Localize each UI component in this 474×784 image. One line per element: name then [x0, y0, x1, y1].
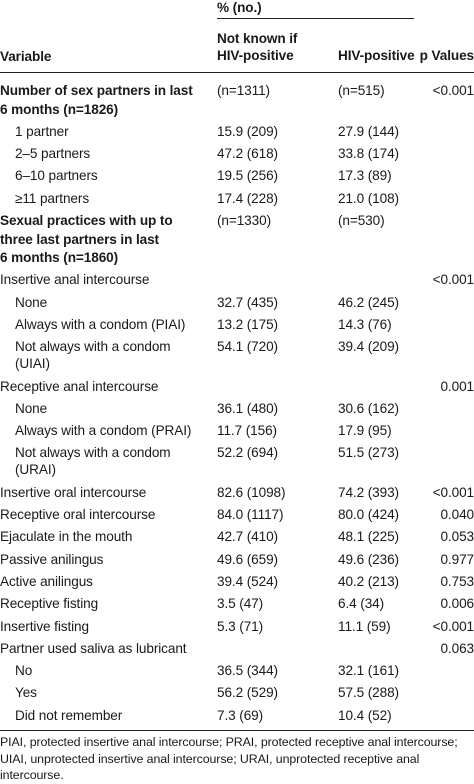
row-label: (URAI)	[15, 462, 56, 478]
col2-value: (n=530)	[338, 213, 385, 228]
col2-value: 40.2 (213)	[338, 573, 399, 589]
row-label: Yes	[15, 685, 37, 701]
col1-value: 52.2 (694)	[217, 445, 278, 461]
col2-value: 17.3 (89)	[338, 168, 392, 184]
col2-value: 10.4 (52)	[338, 707, 392, 723]
p-value: 0.063	[440, 640, 474, 656]
p-value: <0.001	[432, 618, 474, 634]
col2-value: 51.5 (273)	[338, 445, 399, 461]
column-group-header: % (no.)	[217, 0, 262, 15]
row-label: Insertive fisting	[0, 618, 89, 634]
header-bottom-rule	[0, 72, 474, 73]
p-value: <0.001	[432, 83, 474, 98]
row-label: Passive anilingus	[0, 551, 104, 567]
row-label: ≥11 partners	[15, 190, 90, 206]
col2-value: 46.2 (245)	[338, 294, 399, 310]
col1-value: 84.0 (1117)	[217, 507, 284, 522]
col1-value: 36.5 (344)	[217, 663, 278, 679]
row-label: Receptive oral intercourse	[0, 507, 156, 522]
col1-value: 82.6 (1098)	[217, 484, 286, 500]
col2-value: (n=515)	[338, 83, 385, 98]
col1-value: 56.2 (529)	[217, 685, 278, 701]
row-label: Receptive anal intercourse	[0, 378, 159, 394]
col1-value: 32.7 (435)	[217, 294, 278, 310]
col2-value: 17.9 (95)	[338, 423, 392, 439]
col2-value: 48.1 (225)	[338, 529, 399, 545]
col2-value: 21.0 (108)	[338, 190, 399, 206]
col1-value: 7.3 (69)	[217, 707, 264, 723]
col1-value: 3.5 (47)	[217, 596, 264, 612]
row-label: Not always with a condom	[15, 339, 171, 355]
col2-value: 80.0 (424)	[338, 507, 399, 522]
row-label: 1 partner	[15, 123, 69, 139]
row-label: Insertive anal intercourse	[0, 272, 150, 288]
col1-value: 13.2 (175)	[217, 316, 278, 332]
p-value: <0.001	[432, 272, 474, 288]
col1-value: 36.1 (480)	[217, 400, 278, 416]
row-label: Did not remember	[15, 707, 123, 723]
col2-value: 27.9 (144)	[338, 123, 399, 139]
row-label: Not always with a condom	[15, 445, 171, 461]
row-label: None	[15, 294, 48, 310]
p-value: 0.053	[440, 529, 474, 545]
row-label: 6–10 partners	[15, 168, 98, 184]
variable-header: Variable	[0, 49, 52, 64]
col2-header: HIV-positive	[338, 48, 415, 63]
row-label: None	[15, 400, 48, 416]
p-value: 0.006	[440, 596, 474, 612]
col2-value: 74.2 (393)	[338, 484, 399, 500]
col1-value: 19.5 (256)	[217, 168, 278, 184]
col2-value: 57.5 (288)	[338, 685, 399, 701]
row-label: Sexual practices with up to	[0, 213, 173, 228]
table-footnote: PIAI, protected insertive anal intercour…	[0, 735, 458, 782]
col1-value: 49.6 (659)	[217, 551, 278, 567]
col1-value: 17.4 (228)	[217, 190, 278, 206]
row-label: Always with a condom (PIAI)	[15, 316, 186, 332]
row-label: 6 months (n=1860)	[0, 250, 119, 265]
col2-value: 33.8 (174)	[338, 146, 399, 162]
row-label: Always with a condom (PRAI)	[15, 423, 192, 439]
row-label: Receptive fisting	[0, 596, 99, 612]
col1-value: 15.9 (209)	[217, 123, 278, 139]
row-label: 2–5 partners	[15, 146, 91, 162]
col2-value: 39.4 (209)	[338, 339, 399, 355]
row-label: Number of sex partners in last	[0, 83, 193, 98]
row-label: No	[15, 663, 33, 679]
p-value: 0.040	[440, 507, 474, 522]
table-bottom-rule	[0, 730, 474, 731]
p-value: <0.001	[432, 484, 474, 500]
col2-value: 32.1 (161)	[338, 663, 399, 679]
row-label: three last partners in last	[0, 231, 159, 247]
col2-value: 11.1 (59)	[338, 618, 391, 634]
col1-header-line1: Not known if	[217, 31, 298, 46]
col1-value: 54.1 (720)	[217, 339, 278, 355]
col2-value: 6.4 (34)	[338, 596, 385, 612]
col1-value: 39.4 (524)	[217, 573, 278, 589]
col1-header-line2: HIV-positive	[217, 48, 294, 63]
row-label: (UIAI)	[15, 356, 50, 372]
col2-value: 49.6 (236)	[338, 551, 399, 567]
col3-header: p Values	[419, 48, 474, 63]
col1-value: (n=1311)	[217, 83, 270, 98]
row-label: Insertive oral intercourse	[0, 484, 147, 500]
row-label: Active anilingus	[0, 573, 93, 589]
col1-value: (n=1330)	[217, 213, 271, 228]
p-value: 0.753	[440, 573, 474, 589]
p-value: 0.001	[440, 378, 474, 394]
group-header-rule	[217, 18, 414, 19]
col1-value: 5.3 (71)	[217, 618, 264, 634]
col1-value: 42.7 (410)	[217, 529, 278, 545]
col2-value: 30.6 (162)	[338, 400, 399, 416]
row-label: Partner used saliva as lubricant	[0, 640, 187, 656]
p-value: 0.977	[440, 551, 474, 567]
row-label: Ejaculate in the mouth	[0, 529, 133, 545]
col1-value: 47.2 (618)	[217, 146, 278, 162]
row-label: 6 months (n=1826)	[0, 101, 119, 117]
col1-value: 11.7 (156)	[217, 423, 277, 439]
col2-value: 14.3 (76)	[338, 316, 392, 332]
